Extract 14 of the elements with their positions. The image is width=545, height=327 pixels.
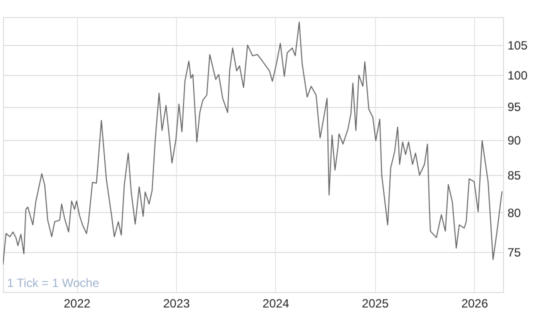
- annotation: 1 Tick = 1 Woche: [7, 276, 100, 290]
- y-tick-label: 105: [508, 38, 528, 53]
- y-tick-label: 90: [508, 133, 522, 148]
- y-tick-label: 75: [508, 246, 522, 260]
- x-tick-label: 2024: [262, 296, 290, 310]
- x-tick-label: 2023: [163, 296, 190, 310]
- y-tick-label: 80: [508, 206, 522, 220]
- x-tick-label: 2025: [362, 296, 389, 310]
- y-tick-label: 85: [508, 168, 522, 183]
- y-tick-label: 100: [508, 68, 528, 83]
- x-tick-label: 2022: [64, 296, 91, 310]
- y-tick-label: 95: [508, 100, 522, 114]
- line-series: [3, 22, 503, 266]
- x-tick-label: 2026: [461, 296, 488, 310]
